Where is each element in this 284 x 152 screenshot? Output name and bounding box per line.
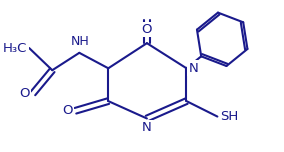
Text: H₃C: H₃C (3, 41, 27, 55)
Text: SH: SH (220, 110, 239, 123)
Text: O: O (62, 104, 72, 117)
Text: NH: NH (71, 35, 90, 48)
Text: O: O (20, 87, 30, 100)
Text: N: N (142, 121, 152, 134)
Text: N: N (188, 62, 198, 75)
Text: O: O (142, 23, 152, 36)
